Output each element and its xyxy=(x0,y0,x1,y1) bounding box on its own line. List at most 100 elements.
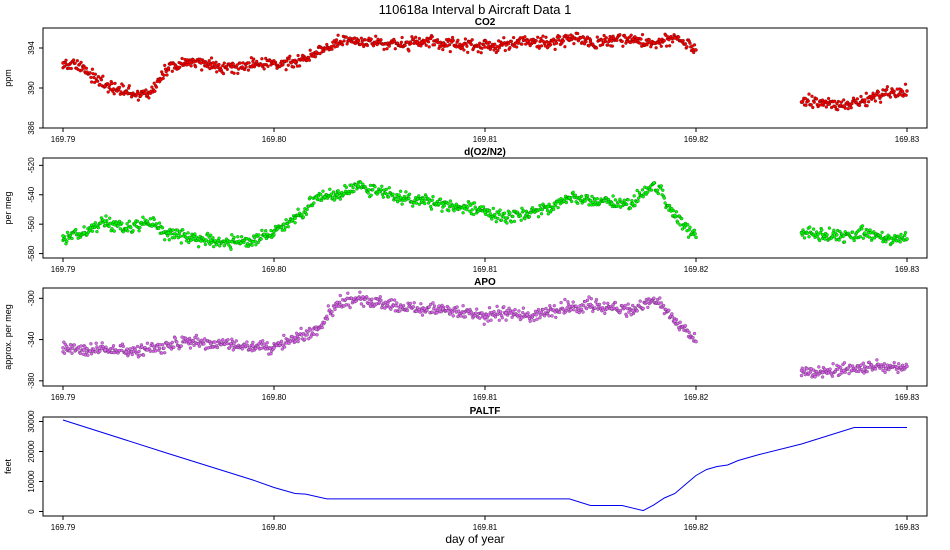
data-point xyxy=(104,214,108,218)
data-point xyxy=(98,349,102,353)
data-point xyxy=(156,226,161,231)
data-point xyxy=(389,298,394,302)
data-point xyxy=(64,58,68,62)
x-tick-label: 169.83 xyxy=(895,265,920,274)
data-point xyxy=(73,61,77,65)
data-point xyxy=(581,310,585,314)
y-tick-label: -340 xyxy=(27,331,36,348)
data-point xyxy=(626,198,630,202)
data-point xyxy=(236,71,240,76)
data-point xyxy=(435,311,439,315)
data-point xyxy=(157,346,162,351)
data-point xyxy=(404,190,408,194)
data-point xyxy=(432,43,437,47)
data-point xyxy=(280,347,284,351)
data-point xyxy=(417,194,421,198)
data-point xyxy=(570,199,574,204)
data-point xyxy=(71,58,76,62)
data-point xyxy=(557,35,562,39)
data-point xyxy=(197,344,202,348)
data-point xyxy=(674,210,679,214)
data-point xyxy=(69,66,74,71)
data-point xyxy=(371,187,375,192)
data-point xyxy=(440,306,445,311)
data-point xyxy=(127,83,132,88)
data-point xyxy=(530,205,535,210)
data-point xyxy=(655,188,660,192)
panel-4: PALTF feet 169.79 169.80 169.81 169.82 169.83 0… xyxy=(3,406,928,532)
data-point xyxy=(472,212,476,217)
data-point xyxy=(227,346,232,350)
data-point xyxy=(559,300,563,305)
data-point xyxy=(252,236,257,240)
data-point xyxy=(208,238,213,243)
data-point xyxy=(344,185,348,190)
data-point xyxy=(254,242,258,247)
data-point xyxy=(837,238,841,242)
data-point xyxy=(799,100,804,104)
data-point xyxy=(481,42,486,47)
data-point xyxy=(346,291,350,295)
data-point xyxy=(897,362,901,366)
data-point xyxy=(842,361,847,365)
data-point xyxy=(835,233,839,237)
data-point xyxy=(855,97,859,101)
data-point xyxy=(183,232,187,236)
data-point xyxy=(260,57,264,61)
x-tick-label: 169.79 xyxy=(51,265,76,274)
data-point xyxy=(261,339,265,343)
data-point xyxy=(395,301,399,305)
data-point xyxy=(538,316,542,320)
data-point xyxy=(92,80,97,85)
data-point xyxy=(398,43,403,47)
data-point xyxy=(621,44,625,48)
data-point xyxy=(107,216,112,220)
data-point xyxy=(811,227,816,231)
data-point xyxy=(120,348,124,353)
data-point xyxy=(426,40,431,44)
data-point xyxy=(456,309,461,313)
data-point xyxy=(154,221,159,226)
data-point xyxy=(461,211,465,215)
data-point xyxy=(370,297,374,301)
data-point xyxy=(186,231,190,235)
data-point xyxy=(255,59,259,64)
data-point xyxy=(802,236,807,240)
data-point xyxy=(440,201,445,206)
data-point xyxy=(827,226,832,230)
data-point xyxy=(403,43,407,48)
data-point xyxy=(359,180,363,184)
data-point xyxy=(649,188,654,192)
data-point xyxy=(272,229,276,234)
data-point xyxy=(463,37,468,41)
data-point xyxy=(618,308,623,313)
data-point xyxy=(863,98,867,102)
data-point xyxy=(162,238,167,242)
data-point xyxy=(245,241,250,246)
data-point xyxy=(296,53,300,58)
data-point xyxy=(483,210,487,215)
data-point xyxy=(74,227,78,232)
data-point xyxy=(463,315,468,319)
data-point xyxy=(137,229,141,233)
data-point xyxy=(611,194,615,198)
data-point xyxy=(861,361,865,365)
data-point xyxy=(138,225,142,230)
data-point xyxy=(400,202,404,206)
data-point xyxy=(202,337,207,341)
data-point xyxy=(232,341,236,345)
data-point xyxy=(167,238,172,242)
data-point xyxy=(204,238,208,242)
data-point xyxy=(308,328,312,332)
data-point xyxy=(694,339,698,344)
data-point xyxy=(188,346,193,350)
data-point xyxy=(193,65,198,69)
data-point xyxy=(88,71,92,75)
y-axis-label: feet xyxy=(3,458,13,474)
data-point xyxy=(569,308,573,312)
data-point xyxy=(818,230,822,235)
data-point xyxy=(882,362,887,366)
y-tick-label: 386 xyxy=(27,121,36,135)
data-point xyxy=(191,339,196,343)
data-point xyxy=(314,327,319,332)
